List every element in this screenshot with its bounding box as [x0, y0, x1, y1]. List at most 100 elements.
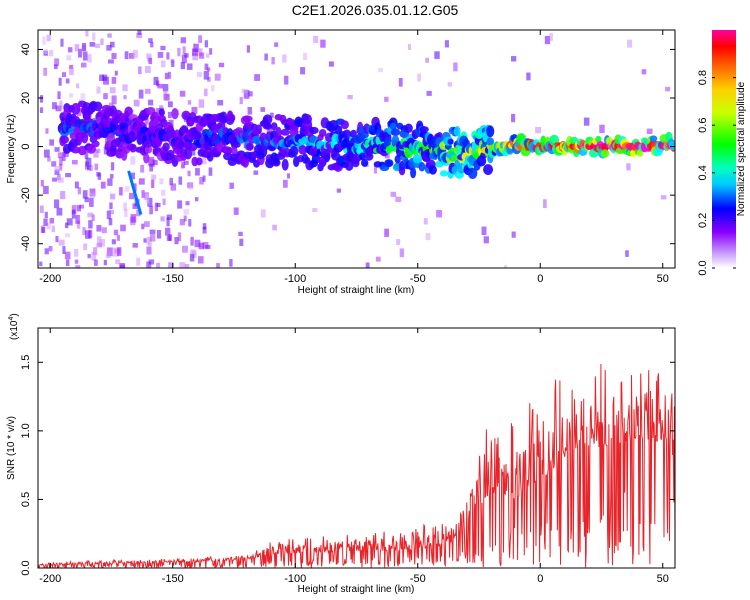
x-tick-label: 50 — [657, 273, 669, 285]
spectrogram-cell — [103, 259, 107, 266]
spectrogram-cell — [58, 239, 65, 246]
spectrogram-cell — [66, 218, 73, 226]
spectrogram-ridge-cell — [246, 143, 254, 151]
colorbar-label: Normalized spectral amplitude — [736, 81, 747, 216]
spectrogram-ridge-cell — [453, 126, 461, 137]
spectrogram-cell — [170, 183, 177, 191]
spectrogram-cell — [148, 38, 153, 43]
spectrogram-ridge-cell — [390, 128, 401, 136]
spectrogram-cell — [543, 199, 547, 209]
spectrogram-cell — [207, 76, 211, 82]
spectrogram-cell — [241, 88, 248, 94]
snr-frame — [37, 327, 676, 569]
spectrogram-ridge-cell — [162, 142, 170, 152]
spectrogram-ridge-cell — [311, 153, 321, 164]
spectrogram-cell — [162, 198, 166, 206]
spectrogram-cell — [270, 112, 274, 118]
spectrogram-cell — [187, 100, 192, 105]
spectrogram-cell — [136, 209, 141, 217]
spectrogram-cell — [133, 183, 137, 192]
spectrogram-cell — [46, 223, 51, 230]
spectrogram-cell — [148, 99, 154, 106]
spectrogram-cell — [260, 107, 266, 112]
spectrogram-cell — [599, 124, 605, 134]
spectrogram-cell — [45, 128, 49, 134]
spectrogram-cell — [124, 185, 130, 192]
spectrogram-cell — [110, 162, 115, 171]
spectrogram-cell — [129, 192, 135, 200]
spectrogram-cell — [60, 38, 64, 47]
spectrogram-cell — [145, 53, 152, 59]
spectrogram-cell — [149, 234, 156, 242]
spectrogram-ridge-cell — [219, 115, 228, 124]
spectrogram-cell — [218, 62, 225, 68]
spectrogram-cell — [187, 170, 191, 177]
spectrogram-cell — [47, 156, 51, 162]
spectrogram-ridge-cell — [223, 146, 233, 153]
spectrogram-cell — [146, 246, 152, 255]
spectrogram-cell — [207, 67, 211, 72]
spectrogram-cell — [156, 262, 160, 268]
spectrogram-cell — [62, 246, 66, 255]
spectrogram-cell — [60, 191, 66, 200]
spectrogram-cell — [71, 205, 77, 215]
spectrogram-cell — [74, 181, 79, 189]
spectrogram-ridge-cell — [263, 122, 272, 130]
spectrogram-cell — [85, 230, 91, 239]
spectrogram-cell — [198, 35, 203, 43]
spectrogram-cell — [54, 169, 60, 175]
spectrogram-cell — [320, 39, 326, 48]
colorbar-tick-label: 0.0 — [697, 260, 709, 275]
spectrogram-ridge-cell — [158, 108, 165, 117]
colorbar-ticks: 0.0 0.2 0.4 0.6 0.8 — [697, 70, 736, 276]
spectrogram-cell — [180, 62, 186, 70]
spectrogram-cell — [117, 247, 122, 256]
spectrogram-cell — [202, 223, 207, 230]
spectrogram-cell — [165, 93, 170, 99]
spectrogram-cell — [103, 147, 110, 155]
spectrogram-cell — [59, 156, 63, 166]
spectrogram-ridge-cell — [60, 135, 69, 144]
spectrogram-cell — [373, 165, 378, 174]
spectrogram-cell — [627, 39, 633, 48]
spectrogram-cell — [56, 207, 63, 216]
spectrogram-cell — [264, 53, 268, 61]
spectrogram-cell — [99, 74, 105, 81]
spectrogram-cell — [146, 261, 152, 268]
spectrogram-cell — [114, 70, 118, 76]
spectrogram-cell — [407, 44, 412, 50]
spectrogram-cell — [166, 52, 170, 60]
spectrogram-cell — [179, 218, 185, 226]
spectrogram-cell — [108, 218, 113, 226]
spectrogram-cell — [87, 165, 91, 171]
spectrogram-cell — [119, 264, 126, 268]
spectrogram-cell — [436, 209, 442, 218]
spectrogram-cell — [138, 178, 145, 185]
x-tick-label: -50 — [410, 273, 426, 285]
spectrogram-ridge-cell — [171, 108, 179, 120]
spectrogram-ridge-cell — [71, 102, 81, 115]
spectrogram-cell — [82, 190, 88, 199]
spectrogram-cell — [122, 84, 128, 92]
spectrogram-cell — [157, 83, 164, 89]
spectrogram-cell — [390, 191, 397, 197]
spectrogram-cell — [57, 152, 63, 159]
spectrogram-cell — [55, 105, 62, 112]
spectrogram-cell — [71, 159, 78, 165]
spectrogram-cell — [417, 73, 422, 82]
spectrogram-cell — [396, 239, 401, 245]
spectrogram-frame — [37, 29, 676, 269]
snr-ticks: -200 -150 -100 -50 0 50 0.0 0.5 1.0 1.5 — [20, 328, 675, 585]
spectrogram-cell — [95, 43, 100, 49]
spectrogram-cell — [503, 265, 508, 268]
y-tick-label: 1.5 — [20, 355, 32, 370]
spectrogram-cell — [646, 128, 653, 135]
colorbar: 0.0 0.2 0.4 0.6 0.8 Normalized spectral ampl… — [697, 30, 747, 276]
spectrogram-cell — [453, 62, 458, 72]
spectrogram-ridge-cell — [192, 130, 202, 140]
spectrogram-cell — [64, 222, 69, 229]
spectrogram-cell — [151, 179, 155, 189]
x-tick-label: 50 — [657, 573, 669, 585]
spectrogram-cell — [119, 187, 123, 196]
spectrogram-cell — [511, 56, 517, 62]
